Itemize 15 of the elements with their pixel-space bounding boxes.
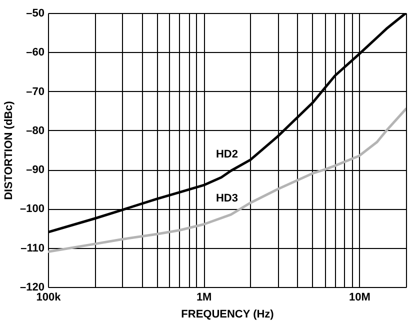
series-label: HD2 [216,148,238,161]
y-tick-label: –100 [20,203,44,216]
y-tick-label: –110 [20,242,44,254]
y-tick-label: –70 [26,86,44,98]
x-tick-label: 1M [196,292,212,304]
series-label: HD3 [216,192,238,205]
y-tick-label: –60 [26,46,44,59]
x-axis-title: FREQUENCY (Hz) [181,308,274,320]
y-tick-label: –90 [26,164,44,176]
y-tick-label: –80 [26,124,44,137]
y-tick-label: –50 [26,8,44,20]
y-axis-title: DISTORTION (dBc) [3,100,16,200]
x-tick-label: 10M [348,292,370,304]
x-tick-label: 100k [36,292,62,304]
y-tick-label: –120 [20,282,44,294]
